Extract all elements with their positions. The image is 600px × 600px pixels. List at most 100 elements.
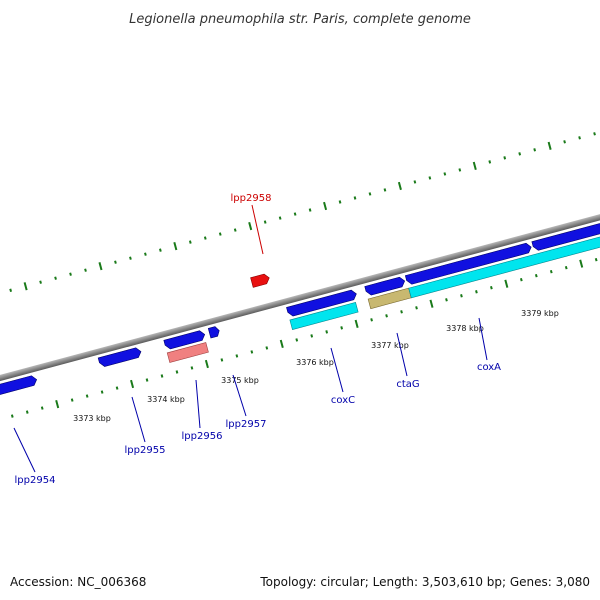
lower-ruler-minor-tick (70, 398, 74, 402)
upper-ruler-minor-tick (383, 188, 387, 192)
upper-ruler-minor-tick (188, 240, 192, 244)
upper-ruler-minor-tick (413, 180, 417, 184)
lower-ruler-minor-tick (385, 314, 388, 318)
accession-label: Accession: NC_006368 (10, 575, 146, 589)
upper-ruler-major-tick (472, 161, 477, 171)
tick-label: 3377 kbp (371, 341, 409, 350)
feature-coxA-cyan[interactable] (408, 230, 600, 299)
lower-ruler-minor-tick (519, 278, 523, 282)
upper-ruler-minor-tick (69, 272, 72, 276)
upper-ruler-minor-tick (278, 216, 282, 220)
upper-ruler-minor-tick (443, 172, 447, 176)
lower-ruler-minor-tick (160, 374, 164, 378)
tick-label: 3379 kbp (521, 309, 559, 318)
gene-arrow-ctaG[interactable] (364, 276, 406, 296)
gene-label-lpp2958[interactable]: lpp2958 (231, 193, 272, 204)
upper-ruler-minor-tick (144, 252, 147, 256)
lower-ruler-minor-tick (265, 346, 269, 350)
feature-lpp2956-rna[interactable] (166, 342, 209, 363)
upper-ruler-minor-tick (518, 152, 522, 156)
lower-ruler-minor-tick (175, 370, 179, 374)
lower-ruler-major-tick (429, 299, 434, 308)
gene-label-ctaG[interactable]: ctaG (396, 379, 419, 390)
lower-ruler-minor-tick (145, 378, 149, 382)
upper-ruler-minor-tick (368, 192, 372, 196)
upper-ruler-minor-tick (353, 196, 357, 200)
lower-ruler-major-tick (204, 359, 209, 369)
lower-ruler-major-tick (55, 399, 60, 409)
lower-ruler-minor-tick (370, 318, 373, 322)
upper-ruler-minor-tick (218, 232, 222, 236)
genome-track (0, 132, 600, 418)
lower-ruler-minor-tick (85, 394, 89, 398)
upper-ruler-major-tick (323, 201, 328, 211)
topology-summary: Topology: circular; Length: 3,503,610 bp… (259, 575, 590, 589)
upper-ruler-major-tick (397, 181, 402, 191)
gene-label-lpp2957[interactable]: lpp2957 (226, 419, 267, 430)
gene-label-lpp2955[interactable]: lpp2955 (125, 445, 166, 456)
upper-ruler-minor-tick (428, 176, 432, 180)
upper-ruler-minor-tick (203, 236, 207, 240)
lower-tick-ruler (10, 257, 598, 418)
tick-label: 3378 kbp (446, 324, 484, 333)
lower-ruler-major-tick (279, 339, 284, 349)
lower-ruler-minor-tick (340, 326, 344, 330)
lower-ruler-major-tick (130, 379, 135, 389)
gene-label-lpp2954[interactable]: lpp2954 (15, 475, 56, 486)
lower-ruler-minor-tick (460, 294, 463, 298)
upper-ruler-minor-tick (578, 136, 581, 140)
tick-label: 3376 kbp (296, 358, 334, 367)
upper-ruler-minor-tick (308, 208, 312, 212)
lower-ruler-minor-tick (100, 390, 104, 394)
upper-ruler-minor-tick (129, 256, 132, 260)
leader-line-lpp2954 (13, 427, 36, 473)
upper-ruler-minor-tick (39, 280, 42, 284)
leader-line-lpp2956 (195, 379, 201, 429)
leader-line-ctaG (396, 332, 408, 377)
tick-label: 3373 kbp (73, 414, 111, 423)
feature-layer (0, 217, 600, 399)
gene-arrow-lpp2956-upper[interactable] (163, 330, 206, 350)
lower-ruler-minor-tick (445, 298, 448, 302)
leader-line-coxC (330, 347, 344, 393)
upper-ruler-major-tick (173, 242, 178, 251)
upper-ruler-minor-tick (293, 212, 297, 216)
upper-ruler-minor-tick (9, 288, 13, 292)
gene-arrow-lpp2955[interactable] (97, 347, 142, 368)
upper-ruler-minor-tick (263, 220, 267, 224)
upper-ruler-major-tick (248, 221, 253, 231)
gene-label-lpp2956[interactable]: lpp2956 (182, 431, 223, 442)
gene-label-coxC[interactable]: coxC (331, 395, 355, 406)
lower-ruler-minor-tick (190, 366, 194, 370)
upper-ruler-major-tick (98, 262, 103, 271)
lower-ruler-minor-tick (594, 257, 598, 262)
upper-ruler-minor-tick (533, 148, 537, 152)
upper-ruler-major-tick (547, 141, 552, 150)
leader-line-lpp2955 (131, 396, 146, 443)
tick-labels: 3373 kbp 3374 kbp 3375 kbp 3376 kbp 3377 kbp… (73, 309, 559, 423)
gene-arrow-coxC[interactable] (286, 289, 358, 317)
map-title: Legionella pneumophila str. Paris, compl… (129, 12, 471, 27)
upper-ruler-minor-tick (233, 228, 237, 232)
leader-line-lpp2957 (232, 374, 247, 417)
upper-ruler-major-tick (23, 282, 28, 291)
upper-ruler-minor-tick (593, 132, 596, 136)
upper-ruler-minor-tick (338, 200, 342, 204)
gene-arrow-lpp2958[interactable] (250, 273, 271, 288)
leader-line-coxA (478, 317, 488, 361)
lower-ruler-minor-tick (25, 410, 29, 414)
gene-arrow-lpp2954[interactable] (0, 375, 38, 399)
gene-arrow-coxA[interactable] (404, 242, 532, 285)
upper-ruler-minor-tick (114, 260, 117, 264)
lower-ruler-minor-tick (549, 269, 553, 274)
gene-label-coxA[interactable]: coxA (477, 362, 501, 373)
upper-tick-ruler (9, 132, 596, 292)
lower-ruler-minor-tick (40, 406, 44, 410)
upper-ruler-minor-tick (159, 248, 162, 252)
leader-line-lpp2958 (251, 204, 264, 255)
feature-coxC-cyan[interactable] (289, 302, 359, 331)
lower-ruler-major-tick (354, 319, 359, 328)
lower-ruler-minor-tick (220, 358, 224, 362)
gene-arrow-lpp2957[interactable] (207, 326, 220, 339)
lower-ruler-major-tick (579, 259, 584, 268)
